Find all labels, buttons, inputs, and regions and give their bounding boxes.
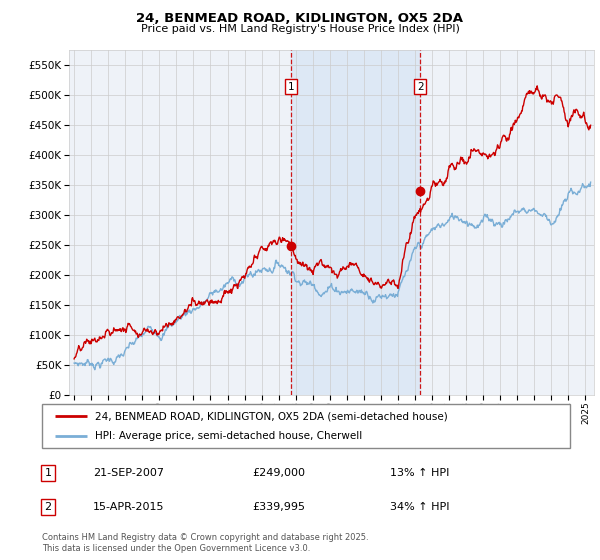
Text: 1: 1 (287, 82, 294, 92)
Text: 13% ↑ HPI: 13% ↑ HPI (390, 468, 449, 478)
Text: £249,000: £249,000 (252, 468, 305, 478)
Text: £339,995: £339,995 (252, 502, 305, 512)
Text: HPI: Average price, semi-detached house, Cherwell: HPI: Average price, semi-detached house,… (95, 431, 362, 441)
Text: 2: 2 (44, 502, 52, 512)
Text: Price paid vs. HM Land Registry's House Price Index (HPI): Price paid vs. HM Land Registry's House … (140, 24, 460, 34)
Bar (291, 50, 420, 395)
Text: 24, BENMEAD ROAD, KIDLINGTON, OX5 2DA: 24, BENMEAD ROAD, KIDLINGTON, OX5 2DA (137, 12, 464, 25)
Text: 34% ↑ HPI: 34% ↑ HPI (390, 502, 449, 512)
Text: Contains HM Land Registry data © Crown copyright and database right 2025.
This d: Contains HM Land Registry data © Crown c… (42, 533, 368, 553)
Text: 24, BENMEAD ROAD, KIDLINGTON, OX5 2DA (semi-detached house): 24, BENMEAD ROAD, KIDLINGTON, OX5 2DA (s… (95, 411, 448, 421)
Text: 21-SEP-2007: 21-SEP-2007 (93, 468, 164, 478)
Text: 15-APR-2015: 15-APR-2015 (93, 502, 164, 512)
FancyBboxPatch shape (42, 404, 570, 448)
Text: 1: 1 (44, 468, 52, 478)
Text: 2: 2 (417, 82, 424, 92)
